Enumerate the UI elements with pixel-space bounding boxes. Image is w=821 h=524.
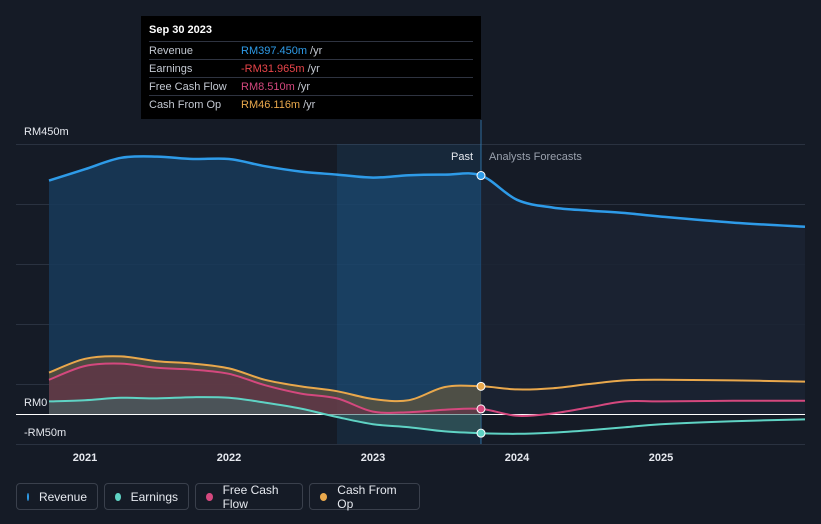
tooltip-row-revenue: Revenue RM397.450m /yr	[149, 41, 473, 59]
tooltip-row-cash-from-op: Cash From Op RM46.116m /yr	[149, 95, 473, 113]
cash-from-op-line	[48, 355, 806, 403]
legend-dot-icon	[206, 492, 213, 501]
x-tick-label: 2025	[649, 452, 673, 464]
area-layer	[49, 144, 805, 444]
forecast-label: Analysts Forecasts	[489, 151, 582, 163]
y-axis-label: RM450m	[24, 126, 69, 138]
x-tick-label: 2021	[73, 452, 97, 464]
legend-dot-icon	[320, 492, 328, 501]
tooltip-label: Revenue	[149, 44, 194, 57]
legend-item-free-cash-flow[interactable]: Free Cash Flow	[195, 482, 303, 511]
data-tooltip: Sep 30 2023 Revenue RM397.450m /yr Earni…	[141, 16, 481, 119]
tooltip-unit: /yr	[297, 80, 311, 93]
revenue-line	[48, 155, 806, 229]
tooltip-row-earnings: Earnings -RM31.965m /yr	[149, 59, 473, 77]
legend-item-revenue[interactable]: Revenue	[16, 483, 98, 510]
tooltip-date: Sep 30 2023	[149, 24, 212, 36]
past-label: Past	[451, 151, 473, 163]
free-cash-flow-marker	[476, 404, 486, 414]
legend-label: Cash From Op	[337, 482, 397, 511]
tooltip-value: RM397.450m	[241, 44, 308, 57]
tooltip-unit: /yr	[310, 44, 323, 57]
tooltip-unit: /yr	[303, 98, 316, 111]
legend-dot-icon	[27, 492, 29, 501]
legend-item-cash-from-op[interactable]: Cash From Op	[309, 482, 420, 511]
y-axis-label: RM0	[24, 397, 47, 409]
y-axis-label: -RM50m	[24, 427, 66, 439]
label-layer: RM450m RM0 -RM50m 2021 2022 2023 2024 2025 Past A…	[24, 126, 673, 464]
marker-layer	[476, 171, 486, 438]
tooltip-value: RM46.116m	[241, 98, 301, 111]
legend-label: Free Cash Flow	[222, 482, 279, 511]
tooltip-label: Cash From Op	[149, 98, 222, 111]
legend-label: Earnings	[130, 489, 178, 504]
x-tick-label: 2024	[505, 452, 530, 464]
line-layer	[48, 155, 806, 435]
free-cash-flow-line	[48, 362, 806, 417]
tooltip-label: Earnings	[149, 62, 193, 75]
earnings-marker	[476, 428, 486, 438]
tooltip-unit: /yr	[307, 62, 320, 75]
tooltip-label: Free Cash Flow	[149, 80, 227, 93]
legend-dot-icon	[115, 492, 121, 501]
tooltip-value: -RM31.965m	[241, 62, 305, 75]
x-tick-label: 2022	[217, 452, 241, 464]
legend-item-earnings[interactable]: Earnings	[104, 483, 189, 510]
chart-legend: Revenue Earnings Free Cash Flow Cash Fro…	[16, 482, 420, 511]
revenue-forecast-area	[481, 175, 805, 414]
x-tick-label: 2023	[361, 452, 385, 464]
cash-from-op-marker	[476, 381, 486, 391]
tooltip-value: RM8.510m	[241, 80, 295, 93]
earnings-line	[48, 396, 806, 435]
tooltip-row-free-cash-flow: Free Cash Flow RM8.510m /yr	[149, 77, 473, 95]
revenue-marker	[476, 171, 486, 181]
revenue-past-area	[49, 156, 481, 414]
legend-label: Revenue	[38, 489, 87, 504]
